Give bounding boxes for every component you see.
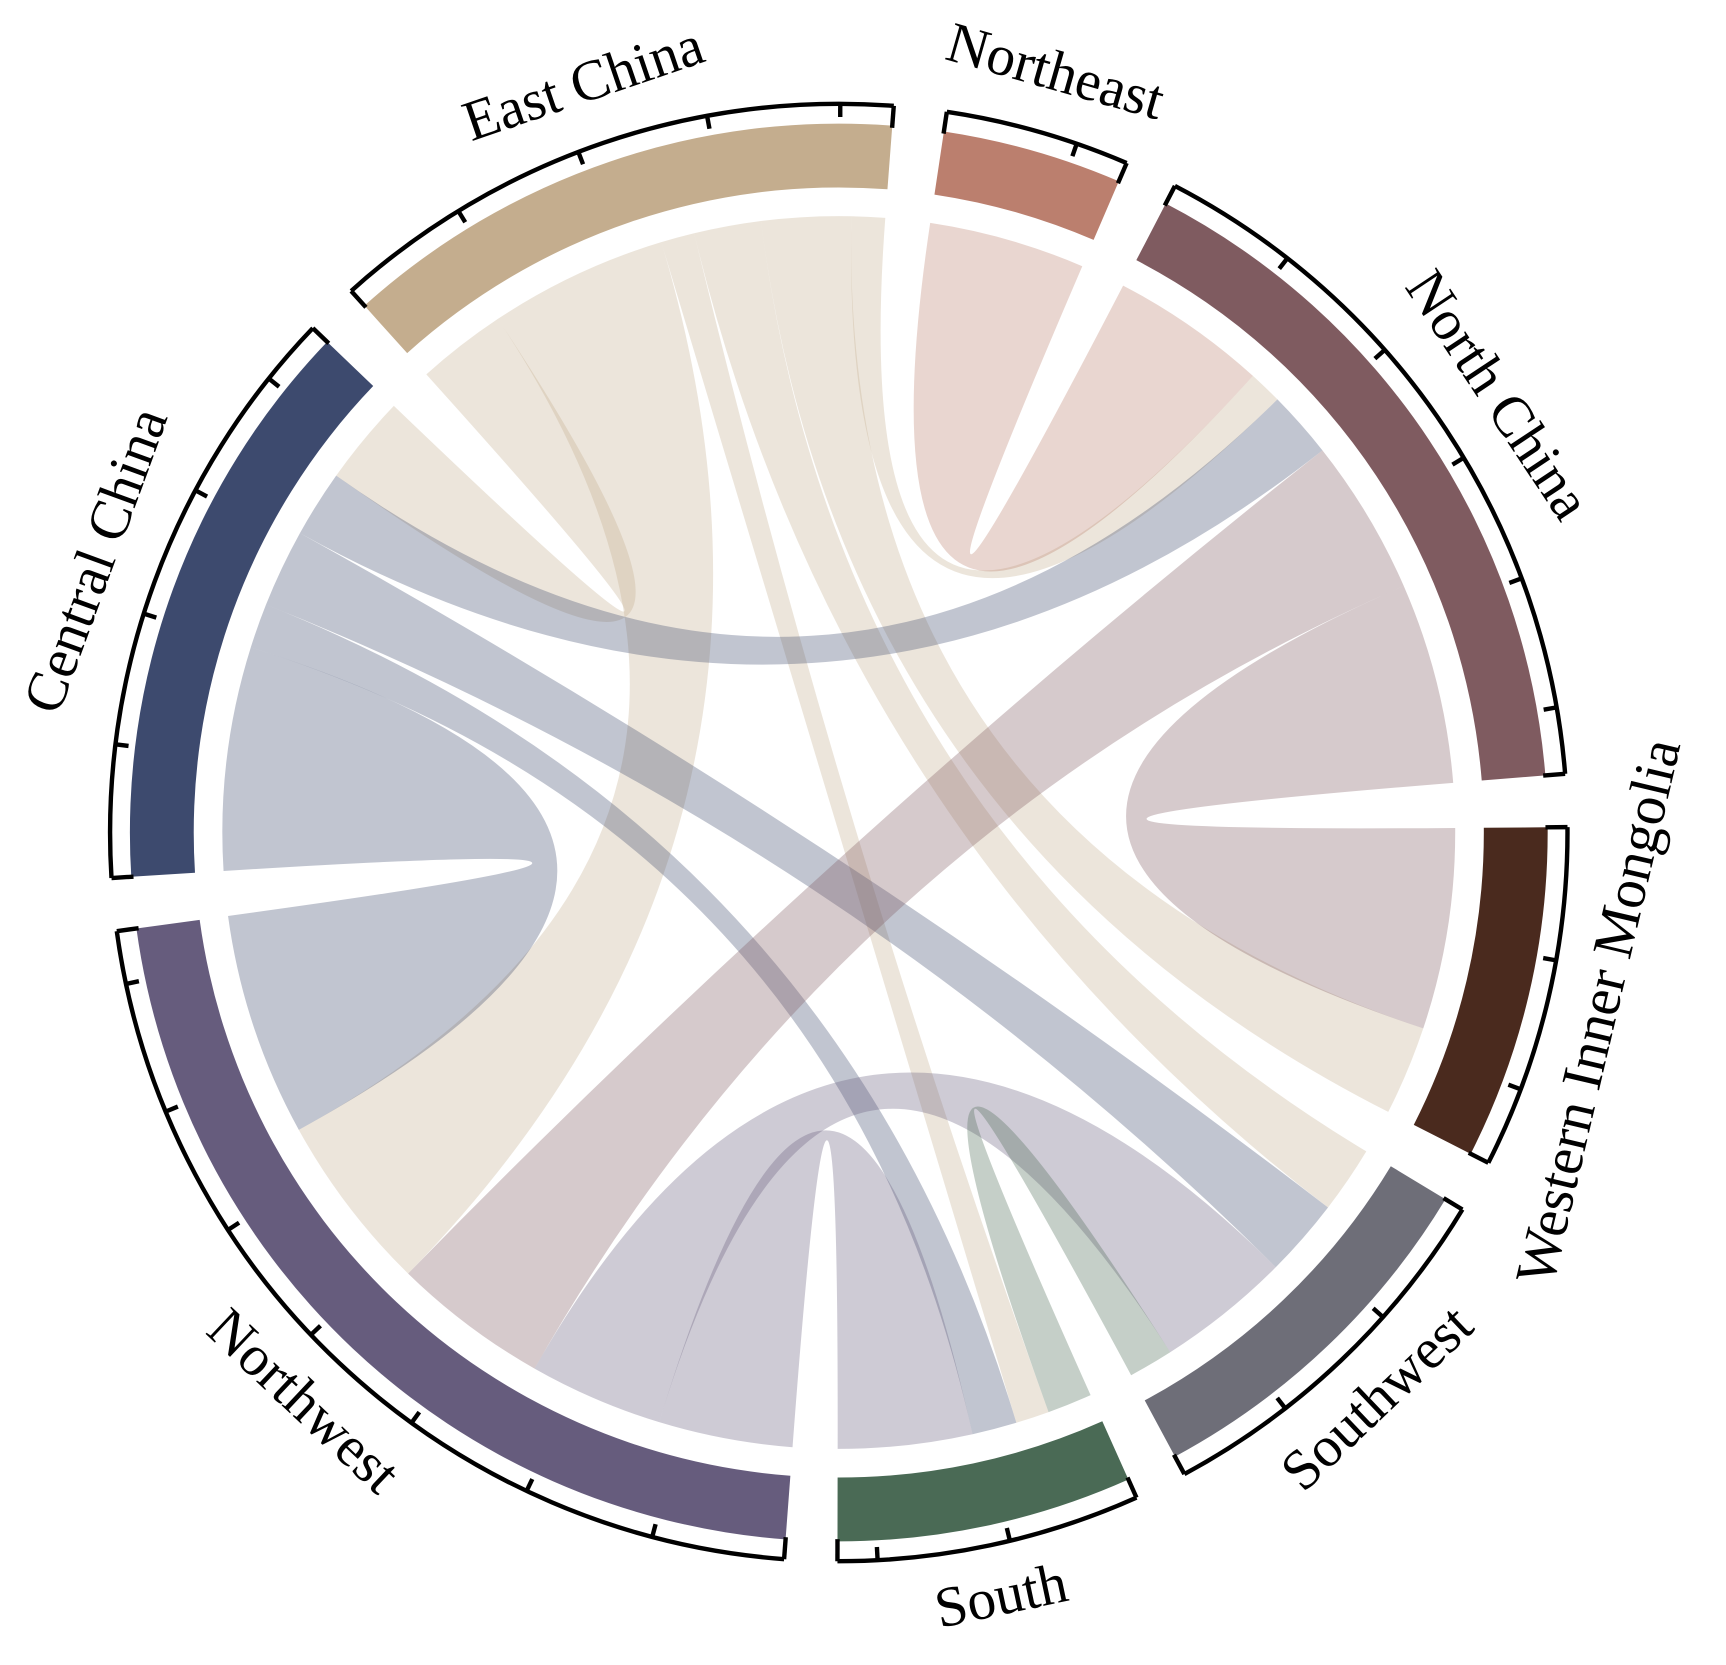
node-label: East China xyxy=(455,13,711,153)
tick xyxy=(311,326,331,345)
tick xyxy=(267,376,281,389)
tick xyxy=(1543,705,1558,712)
tick xyxy=(1467,1150,1490,1165)
tick xyxy=(1070,143,1079,157)
node-arc xyxy=(934,131,1119,240)
chord xyxy=(299,399,1323,665)
axis-line xyxy=(349,101,894,293)
tick xyxy=(111,874,134,881)
axis-line xyxy=(1183,1208,1465,1476)
tick xyxy=(349,289,368,309)
axis-line xyxy=(946,109,1128,166)
chord xyxy=(661,233,1049,1423)
axis-line xyxy=(837,1495,1138,1564)
node-label: Western Inner Mongolia xyxy=(1504,733,1693,1290)
tick xyxy=(125,979,140,987)
chords xyxy=(222,216,1456,1449)
tick xyxy=(164,1104,179,1114)
tick xyxy=(1275,1396,1288,1410)
node-arc xyxy=(129,341,374,877)
tick xyxy=(1542,955,1557,963)
tick xyxy=(1172,1453,1187,1476)
node-arc xyxy=(1144,1166,1446,1457)
tick xyxy=(194,488,209,499)
chord xyxy=(298,242,714,1274)
tick xyxy=(650,1523,658,1538)
tick xyxy=(1115,162,1129,185)
tick xyxy=(1125,1476,1139,1499)
tick xyxy=(115,742,129,749)
node-arc xyxy=(1136,203,1546,781)
chord xyxy=(659,1130,973,1449)
tick xyxy=(941,111,950,134)
tick xyxy=(781,1537,788,1560)
tick xyxy=(456,209,468,224)
tick xyxy=(1371,1306,1385,1319)
tick xyxy=(1542,771,1566,778)
axis-line xyxy=(107,326,315,879)
tick xyxy=(874,1546,880,1561)
chord xyxy=(1126,585,1456,1029)
tick xyxy=(1508,576,1523,585)
tick xyxy=(524,1478,535,1492)
tick xyxy=(409,1410,422,1425)
axis-line xyxy=(1173,183,1568,774)
tick xyxy=(704,115,712,130)
chord xyxy=(694,221,1367,1208)
tick xyxy=(226,1220,241,1232)
node-arc xyxy=(364,123,893,354)
tick xyxy=(1373,348,1387,361)
node-arc xyxy=(136,919,791,1540)
tick xyxy=(116,925,139,934)
chord xyxy=(534,1072,1276,1423)
node-label: South xyxy=(929,1551,1073,1640)
chord xyxy=(851,216,1278,579)
node-arc xyxy=(837,1421,1129,1542)
node-label: Northeast xyxy=(940,11,1171,133)
chord xyxy=(336,318,636,622)
chord xyxy=(967,1106,1171,1413)
tick xyxy=(1004,1527,1013,1542)
tick xyxy=(143,611,157,620)
chord xyxy=(408,450,1404,1369)
axis-line xyxy=(1486,827,1570,1164)
tick xyxy=(889,105,896,128)
tick xyxy=(1451,455,1465,467)
tick xyxy=(576,151,586,166)
tick xyxy=(1277,256,1290,271)
tick xyxy=(1507,1082,1522,1092)
chord xyxy=(222,647,558,1130)
tick xyxy=(309,1324,322,1337)
ring xyxy=(107,101,1570,1564)
node-arc xyxy=(1413,827,1548,1154)
tick xyxy=(1442,1196,1464,1212)
axis-line xyxy=(114,930,785,1562)
chord xyxy=(265,533,1329,1268)
chord xyxy=(760,216,1424,1112)
tick xyxy=(1162,184,1177,207)
chord xyxy=(913,222,1253,572)
